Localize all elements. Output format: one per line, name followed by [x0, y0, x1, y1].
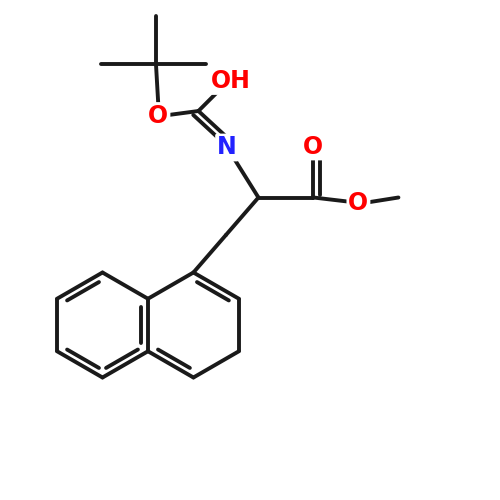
Text: N: N — [217, 136, 237, 160]
Text: O: O — [304, 134, 324, 158]
Text: OH: OH — [211, 69, 251, 93]
Text: O: O — [148, 104, 169, 128]
Text: O: O — [348, 190, 368, 214]
